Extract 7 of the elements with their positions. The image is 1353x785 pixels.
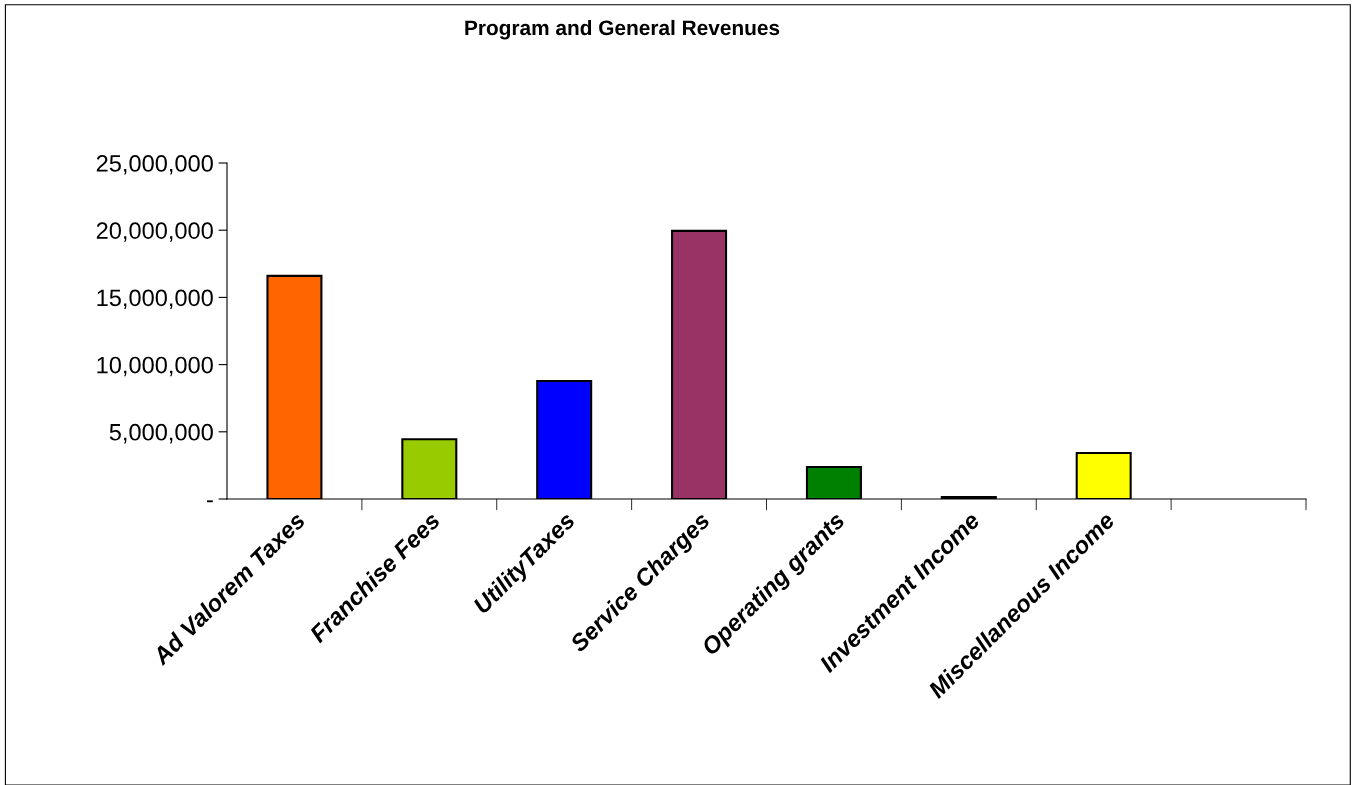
y-tick-label: 15,000,000 (97, 289, 213, 309)
chart-title: Program and General Revenues (465, 19, 780, 40)
y-tick-label: 25,000,000 (96, 155, 213, 175)
y-tick-label: 5,000,000 (109, 423, 213, 444)
y-tick-label: 10,000,000 (97, 356, 213, 377)
y-tick-label: 20,000,000 (96, 222, 213, 242)
y-tick-label: - (206, 500, 213, 503)
